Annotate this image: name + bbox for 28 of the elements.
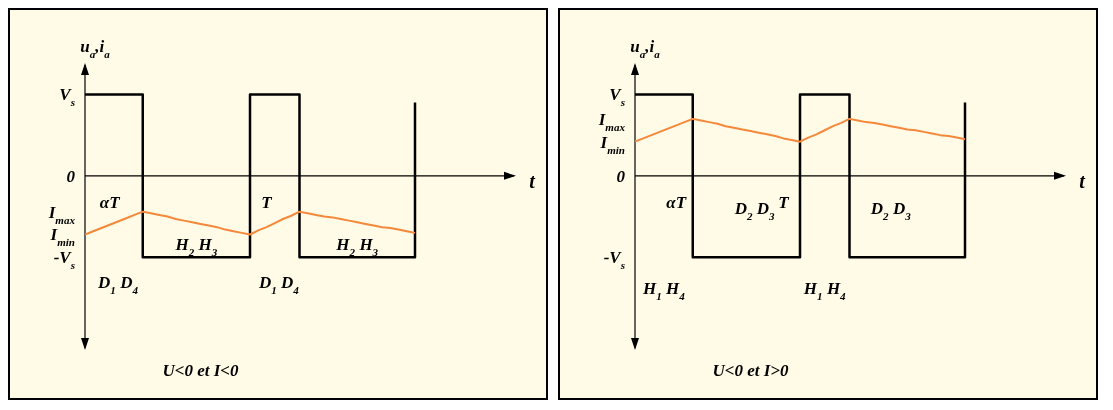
text: H$_{1}$ H$_{4}$ [802, 279, 847, 303]
x-tick-label: αT [99, 192, 121, 212]
x-axis-title: t [529, 169, 537, 192]
y-axis-title: u$_{a}$,i$_{a}$ [630, 37, 661, 60]
annotation: D$_{2}$ D$_{3}$ [733, 199, 776, 223]
text: 0 [616, 166, 626, 186]
text: D$_{1}$ D$_{4}$ [257, 272, 300, 296]
text: I$_{min}$ [49, 225, 75, 249]
text: I$_{max}$ [597, 109, 626, 133]
text: -V$_{s}$ [603, 248, 625, 272]
text: D$_{1}$ D$_{4}$ [97, 272, 139, 296]
x-tick-label: T [261, 192, 273, 212]
annotation: D$_{2}$ D$_{3}$ [869, 199, 912, 223]
text: U<0 et I>0 [712, 361, 790, 380]
x-axis-title: t [1079, 169, 1087, 192]
text: 0 [66, 166, 76, 186]
text: I$_{max}$ [47, 202, 76, 226]
text: -V$_{s}$ [53, 248, 75, 272]
annotation: H$_{2}$ H$_{3}$ [174, 235, 218, 259]
annotation: H$_{2}$ H$_{3}$ [335, 235, 379, 259]
y-axis-title: u$_{a}$,i$_{a}$ [80, 37, 111, 60]
x-tick-label: αT [666, 192, 687, 212]
x-tick-label: T [778, 192, 790, 212]
text: U<0 et I<0 [162, 361, 240, 380]
text: V$_{s}$ [609, 85, 625, 109]
text: V$_{s}$ [59, 85, 75, 109]
text: I$_{min}$ [599, 132, 625, 156]
text: H$_{1}$ H$_{4}$ [641, 279, 686, 303]
